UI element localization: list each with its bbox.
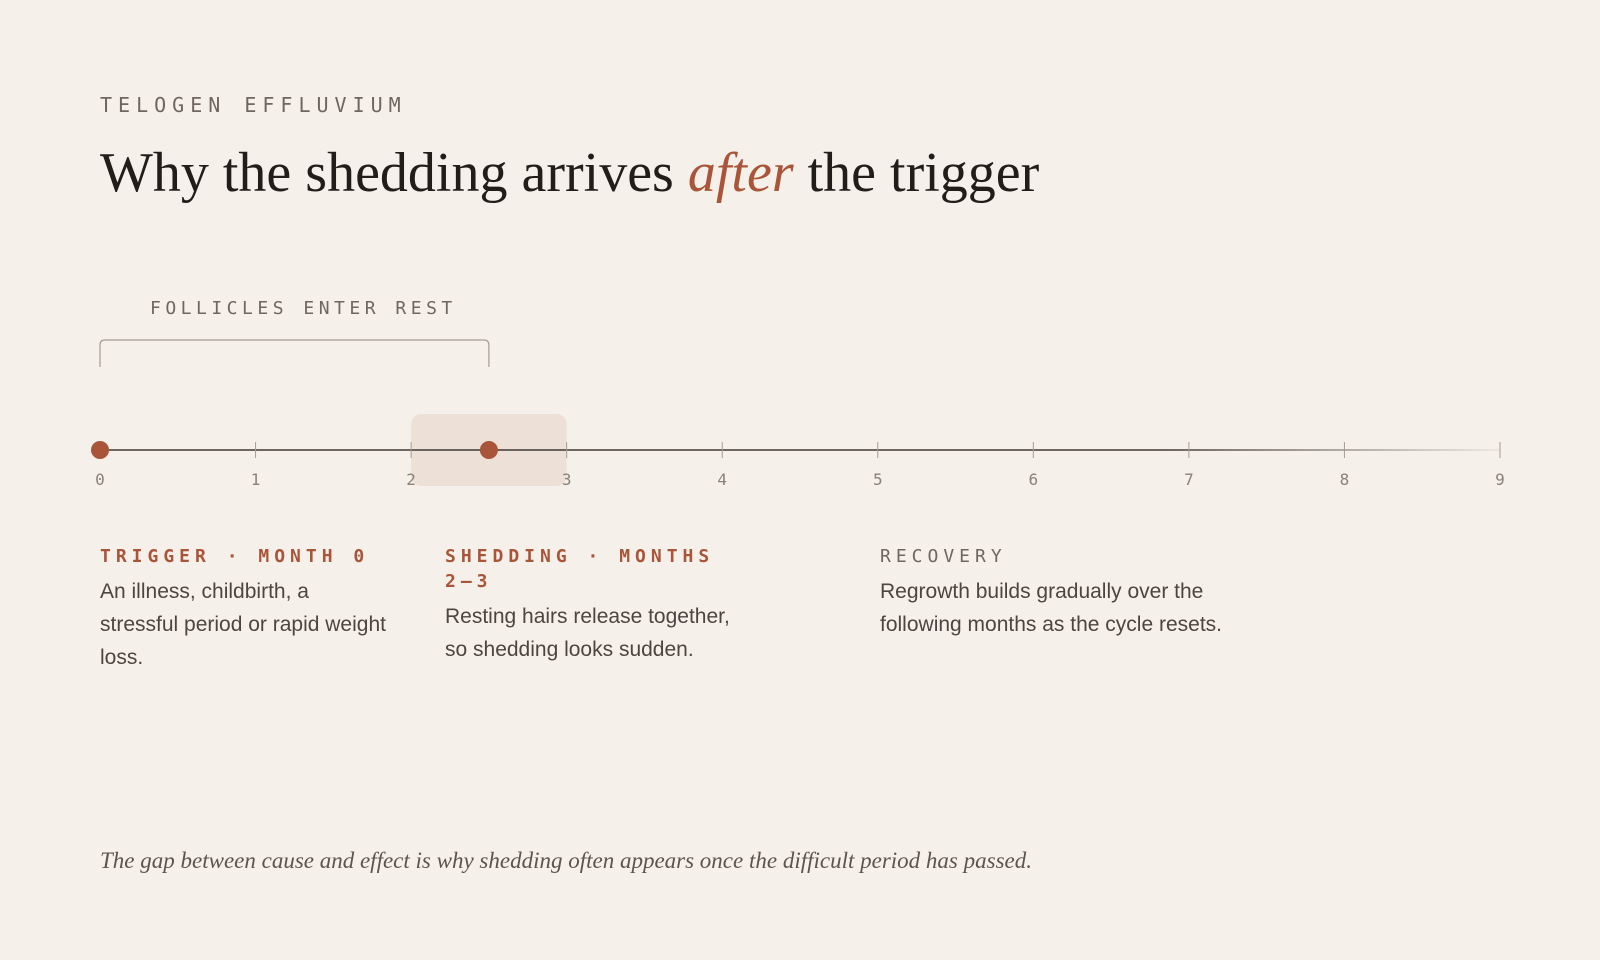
axis-tick-label: 4 — [717, 470, 727, 489]
rest-phase-bracket — [99, 339, 490, 367]
phase-shedding-label: SHEDDING · MONTHS 2–3 — [445, 546, 715, 592]
title-lead: Why the shedding arrives — [100, 142, 688, 204]
shedding-marker — [479, 441, 498, 459]
axis-tick-label: 2 — [406, 470, 416, 489]
eyebrow-label: TELOGEN EFFLUVIUM — [100, 93, 407, 117]
axis-tick-label: 1 — [251, 470, 261, 489]
phase-recovery-body: Regrowth builds gradually over the follo… — [880, 580, 1222, 636]
phase-trigger: TRIGGER · MONTH 0 An illness, childbirth… — [100, 544, 390, 674]
footnote: The gap between cause and effect is why … — [100, 848, 1032, 873]
title-accent-word: after — [687, 142, 794, 204]
axis-tick-label: 6 — [1029, 470, 1039, 489]
phase-shedding: SHEDDING · MONTHS 2–3 Resting hairs rele… — [445, 544, 755, 666]
axis-tick-label: 3 — [562, 470, 572, 489]
page-title: Why the shedding arrives after the trigg… — [100, 140, 1039, 207]
phase-trigger-body: An illness, childbirth, a stressful peri… — [100, 580, 386, 669]
trigger-marker — [91, 441, 109, 459]
phase-recovery-label: RECOVERY — [880, 546, 1007, 567]
axis-tick-label: 8 — [1340, 470, 1350, 489]
bracket-label: FOLLICLES ENTER REST — [150, 298, 457, 319]
phase-trigger-label: TRIGGER · MONTH 0 — [100, 546, 370, 567]
axis-tick-label: 9 — [1495, 470, 1505, 489]
axis-ticks: 0 1 2 3 4 5 6 7 8 9 — [95, 442, 1505, 489]
title-tail: the trigger — [793, 142, 1040, 204]
phase-shedding-body: Resting hairs release together, so shedd… — [445, 605, 730, 661]
axis-tick-label: 0 — [95, 470, 105, 489]
axis-tick-label: 7 — [1184, 470, 1194, 489]
axis-tick-label: 5 — [873, 470, 883, 489]
timeline-diagram: FOLLICLES ENTER REST 0 1 2 3 4 5 6 7 8 9 — [91, 298, 1505, 489]
phase-recovery: RECOVERY Regrowth builds gradually over … — [880, 544, 1230, 641]
